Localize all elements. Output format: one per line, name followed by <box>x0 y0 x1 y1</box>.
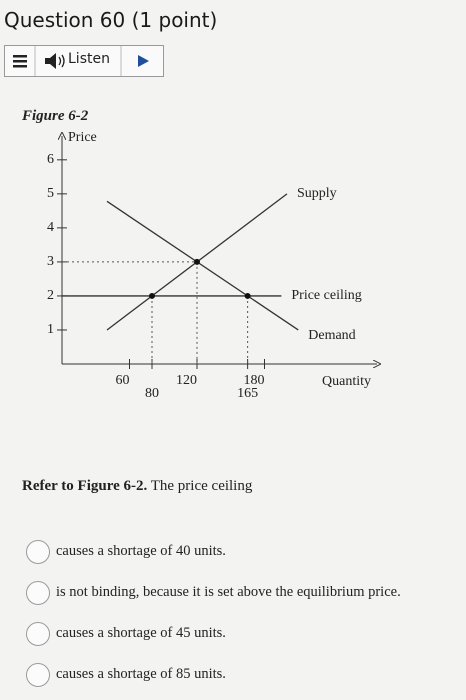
radio-button[interactable] <box>26 663 50 687</box>
series-label: Demand <box>308 328 355 343</box>
option-text[interactable]: causes a shortage of 40 units. <box>56 543 226 559</box>
x-axis-label: Quantity <box>322 374 371 389</box>
y-tick-label: 6 <box>47 152 54 167</box>
prompt: Refer to Figure 6-2. The price ceiling <box>22 478 252 495</box>
listen-toolbar[interactable] <box>4 45 164 77</box>
series-label: Price ceiling <box>291 288 361 303</box>
y-tick-label: 5 <box>47 186 54 201</box>
point <box>194 258 200 265</box>
y-tick-label: 1 <box>47 322 54 337</box>
series-label: Supply <box>297 186 337 201</box>
question-title: Question 60 (1 point) <box>4 8 218 32</box>
y-tick-label: 3 <box>47 254 54 269</box>
option-text[interactable]: causes a shortage of 85 units. <box>56 666 226 682</box>
y-axis-label: Price <box>68 130 97 145</box>
option-text[interactable]: causes a shortage of 45 units. <box>56 625 226 641</box>
x-tick-label: 180 <box>244 373 265 388</box>
listen-label[interactable]: Listen <box>68 51 110 67</box>
y-tick-label: 4 <box>47 220 54 235</box>
radio-button[interactable] <box>26 581 50 605</box>
x-tick-label: 165 <box>237 386 258 401</box>
figure-label: Figure 6-2 <box>22 108 89 124</box>
radio-button[interactable] <box>26 540 50 564</box>
x-tick-label: 120 <box>176 373 197 388</box>
y-tick-label: 2 <box>47 288 54 303</box>
option-text[interactable]: is not binding, because it is set above … <box>56 584 401 600</box>
toolbar-icons <box>13 46 149 76</box>
prompt-text: The price ceiling <box>150 478 253 494</box>
point <box>244 292 251 299</box>
series-line <box>106 200 299 331</box>
x-tick-label: 80 <box>145 386 159 401</box>
radio-button[interactable] <box>26 622 50 646</box>
point <box>149 292 155 299</box>
x-tick-label: 60 <box>116 373 130 388</box>
prompt-bold: Refer to Figure 6-2. <box>22 478 148 494</box>
